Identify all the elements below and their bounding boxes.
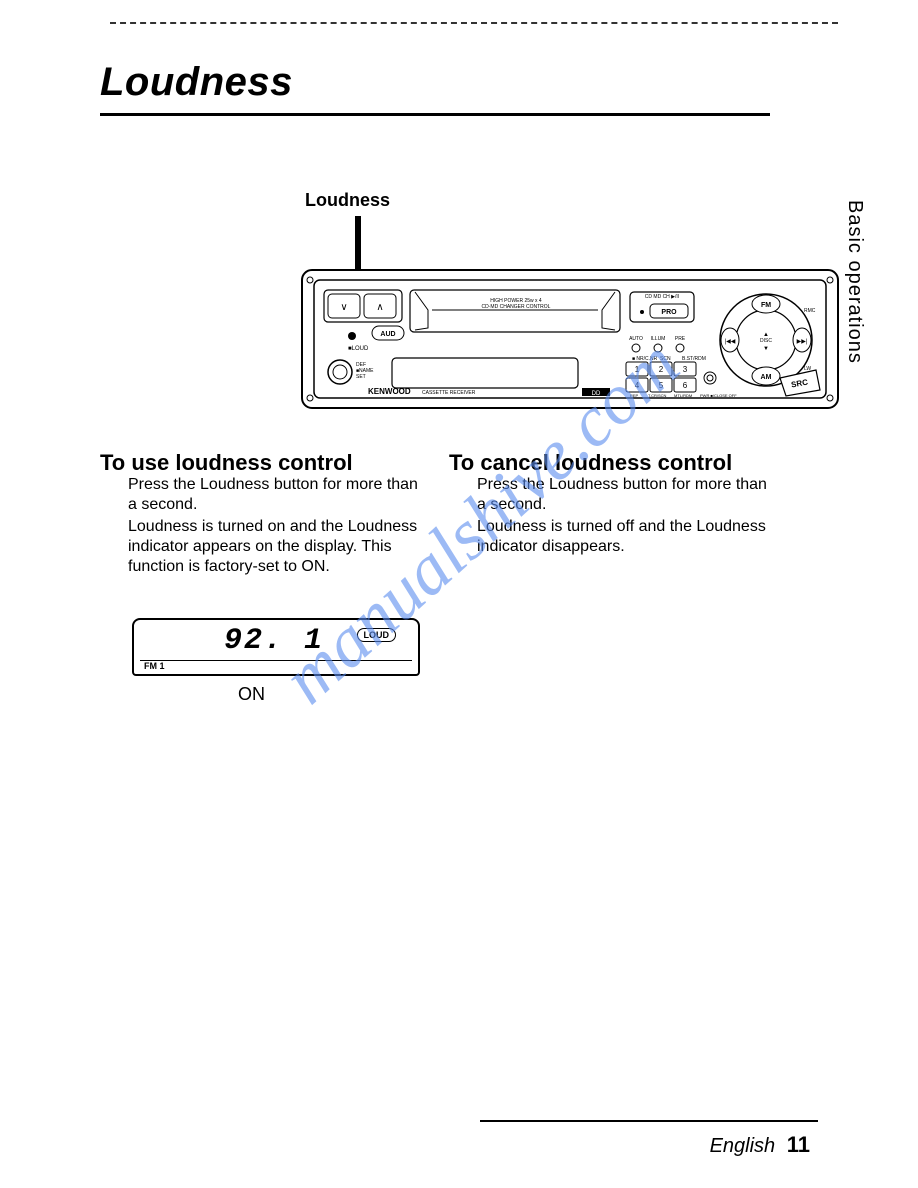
svg-text:5: 5 [659,381,664,390]
page-content: Loudness Loudness ∨ ∧ AUD ■LOUD [100,60,770,156]
brand-sub: CASSETTE RECEIVER [422,390,476,396]
svg-text:1: 1 [635,365,640,374]
svg-text:PWR ■/CLOSE OFF: PWR ■/CLOSE OFF [700,393,737,398]
lcd-band: FM 1 [144,661,165,671]
svg-text:PRO: PRO [661,309,677,316]
svg-text:B.ST/RDM: B.ST/RDM [682,356,706,362]
svg-text:3: 3 [683,365,688,374]
svg-text:MTL/RDM: MTL/RDM [674,393,692,398]
stereo-illustration: ∨ ∧ AUD ■LOUD DEF ■NAME SET KENWOOD CASS… [300,220,840,410]
loudness-callout-label: Loudness [305,190,390,211]
svg-text:DD: DD [592,391,601,397]
title-underline [100,113,770,116]
aud-label: AUD [380,331,395,338]
svg-text:ILLUM: ILLUM [651,336,666,342]
loud-label: ■LOUD [348,346,369,352]
top-dashed-rule [110,22,838,24]
svg-text:|◀◀: |◀◀ [725,339,736,345]
lcd-divider [140,660,412,661]
svg-text:CD·MD CHANGER CONTROL: CD·MD CHANGER CONTROL [482,304,551,310]
svg-text:PRE: PRE [675,336,686,342]
svg-text:T.CR/SCN: T.CR/SCN [648,393,667,398]
footer-rule [480,1120,818,1122]
svg-text:RMC: RMC [804,308,816,314]
svg-text:AUTO: AUTO [629,336,643,342]
footer-language: English [710,1135,776,1157]
svg-text:4: 4 [635,381,640,390]
svg-text:SET: SET [356,374,366,380]
svg-text:2: 2 [659,365,664,374]
cancel-loudness-heading: To cancel loudness control [449,450,770,475]
svg-text:FM: FM [761,302,771,309]
svg-text:SCN: SCN [660,356,671,362]
svg-text:AM: AM [761,374,772,381]
lcd-on-label: ON [238,684,265,705]
svg-text:▶▶|: ▶▶| [797,339,808,345]
lcd-loud-indicator: LOUD [357,628,397,642]
svg-text:∨: ∨ [340,302,347,313]
use-loudness-body: Loudness is turned on and the Loudness i… [128,517,421,577]
lcd-frequency: 92. 1 [224,624,324,658]
use-loudness-lead: Press the Loudness button for more than … [128,475,421,515]
page-title: Loudness [100,60,770,105]
svg-text:■ NR/C.NR: ■ NR/C.NR [632,356,658,362]
use-loudness-heading: To use loudness control [100,450,421,475]
cancel-loudness-section: To cancel loudness control Press the Lou… [449,450,770,577]
page-footer: English 11 [710,1132,810,1158]
lcd-display: 92. 1 LOUD FM 1 [132,618,420,676]
section-side-label: Basic operations [843,200,866,364]
svg-text:REP: REP [630,393,639,398]
cancel-loudness-lead: Press the Loudness button for more than … [477,475,770,515]
svg-text:6: 6 [683,381,688,390]
use-loudness-section: To use loudness control Press the Loudne… [100,450,421,577]
svg-text:CD MD CH ▶/II: CD MD CH ▶/II [645,294,679,300]
svg-text:▼: ▼ [763,346,769,352]
footer-page-number: 11 [787,1132,810,1157]
cancel-loudness-body: Loudness is turned off and the Loudness … [477,517,770,557]
svg-text:DISC: DISC [760,338,772,344]
content-columns: To use loudness control Press the Loudne… [100,450,770,577]
car-stereo-svg: ∨ ∧ AUD ■LOUD DEF ■NAME SET KENWOOD CASS… [300,220,840,410]
svg-text:∧: ∧ [376,302,383,313]
